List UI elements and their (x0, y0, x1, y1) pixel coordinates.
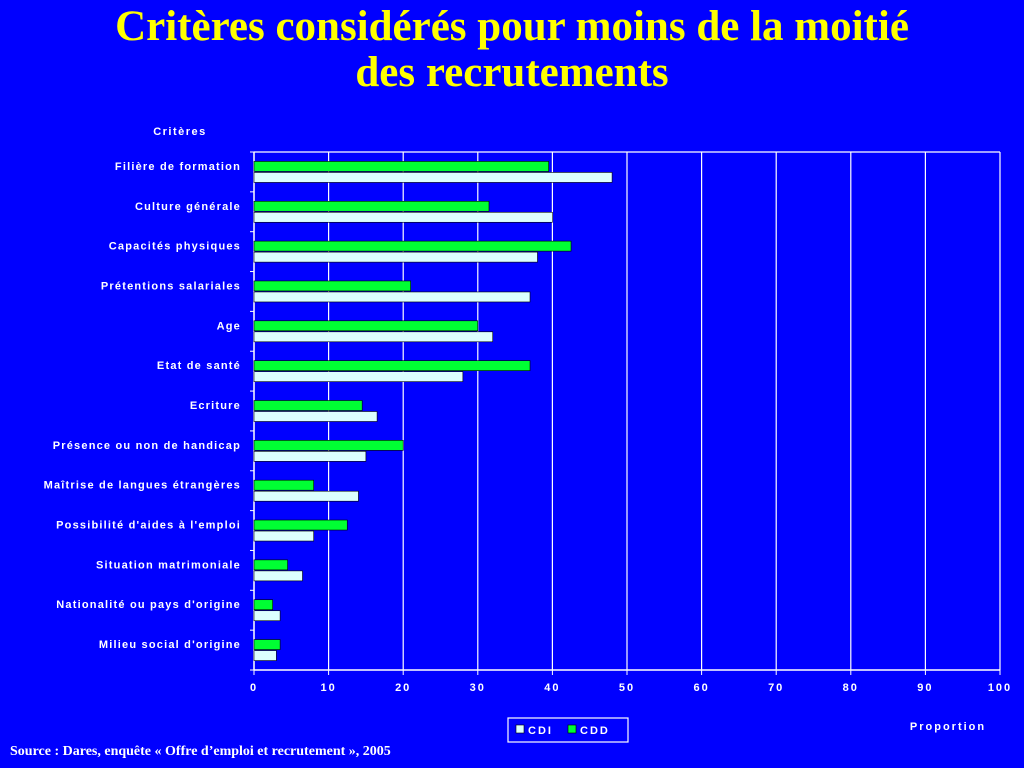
category-label: Maîtrise de langues étrangères (44, 480, 241, 492)
category-label: Prétentions salariales (101, 280, 241, 292)
x-tick-label-70: 70 (768, 682, 784, 694)
bar-cdd (253, 240, 572, 252)
category-label: Nationalité ou pays d'origine (56, 599, 241, 611)
legend-swatch-cdd (567, 724, 577, 734)
x-tick-label-20: 20 (395, 682, 411, 694)
bar-cdi (253, 331, 494, 343)
source-note: Source : Dares, enquête « Offre d’emploi… (10, 744, 391, 759)
bar-cdi (253, 411, 378, 422)
category-label: Culture générale (135, 201, 241, 213)
category-label: Ecriture (190, 400, 241, 412)
bar-cdi (253, 451, 367, 462)
category-label: Etat de santé (157, 360, 241, 372)
bar-cdd (253, 639, 281, 650)
bar-cdi (253, 291, 531, 303)
x-tick-label-10: 10 (320, 682, 336, 694)
bar-cdd (253, 200, 490, 212)
bar-cdd (253, 479, 314, 491)
x-tick-label-100: 100 (988, 682, 1012, 694)
bar-cdd (253, 280, 411, 292)
x-tick-label-0: 0 (250, 682, 258, 694)
bar-cdi (253, 172, 613, 183)
category-label: Possibilité d'aides à l'emploi (56, 520, 241, 532)
category-label: Capacités physiques (109, 241, 241, 253)
legend-box (507, 717, 629, 743)
x-axis-title: Proportion (910, 721, 986, 733)
x-tick-label-30: 30 (470, 682, 486, 694)
bar-cdd (253, 599, 273, 611)
bar-cdi (253, 371, 464, 382)
x-tick-label-60: 60 (693, 682, 709, 694)
x-tick-label-80: 80 (843, 682, 859, 694)
legend-label-cdi: CDI (528, 725, 553, 737)
x-tick-label-40: 40 (544, 682, 560, 694)
bar-cdd (253, 360, 531, 371)
title-line-1: Critères considérés pour moins de la moi… (115, 3, 909, 50)
category-label: Présence ou non de handicap (53, 440, 241, 452)
category-label: Situation matrimoniale (96, 559, 241, 571)
bar-cdd (253, 440, 404, 451)
category-label: Filière de formation (115, 161, 241, 173)
bar-cdd (253, 161, 549, 172)
bar-cdd (253, 400, 363, 411)
bar-cdd (253, 320, 479, 332)
category-label: Age (217, 320, 241, 332)
bar-cdi (253, 610, 281, 622)
legend-label-cdd: CDD (580, 725, 610, 737)
legend-swatch-cdi (515, 724, 525, 734)
x-tick-label-50: 50 (619, 682, 635, 694)
bar-cdi (253, 650, 277, 661)
bar-cdi (253, 570, 303, 582)
bar-cdd (253, 519, 348, 531)
bar-cdd (253, 559, 288, 571)
category-label: Milieu social d'origine (99, 639, 241, 651)
y-axis-title: Critères (153, 126, 207, 138)
bar-cdi (253, 490, 359, 502)
title-line-2: des recrutements (355, 49, 669, 96)
bar-cdi (253, 530, 314, 542)
bar-cdi (253, 211, 553, 223)
x-tick-label-90: 90 (917, 682, 933, 694)
bar-cdi (253, 251, 538, 263)
legend: CDI CDD (507, 717, 629, 743)
page-title: Critères considérés pour moins de la moi… (0, 4, 1024, 96)
